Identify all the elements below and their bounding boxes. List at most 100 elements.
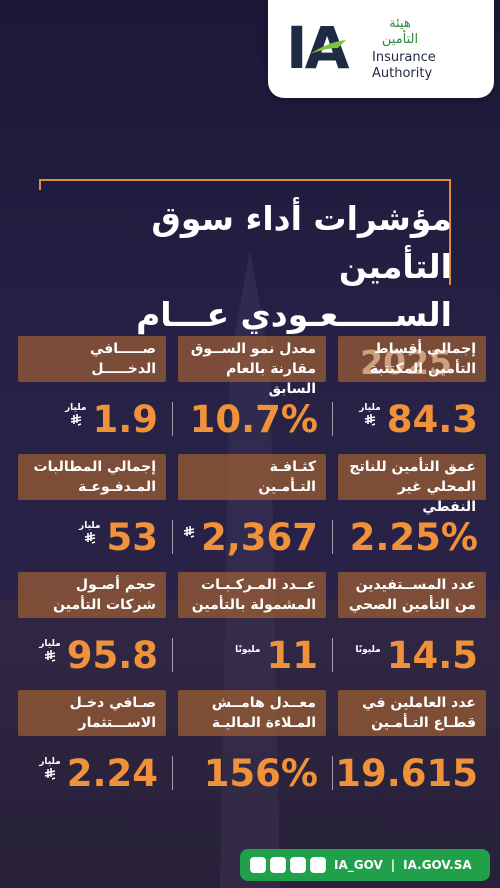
indicator-value: 1.9 مليار bbox=[18, 394, 166, 444]
indicator-value: 19.615 bbox=[335, 748, 486, 798]
label-line: المشمولة بالتأمين bbox=[191, 597, 316, 613]
value: 2,367 bbox=[200, 515, 318, 559]
unit: مليار bbox=[39, 638, 61, 662]
footer-site[interactable]: IA.GOV.SA bbox=[403, 858, 472, 872]
unit-text: مليار bbox=[359, 402, 381, 413]
value: 84.3 bbox=[386, 397, 478, 441]
youtube-icon[interactable] bbox=[250, 857, 266, 873]
indicator-value: 95.8 مليار bbox=[18, 630, 166, 680]
label-line: الدخـــــل bbox=[91, 361, 156, 377]
divider bbox=[332, 638, 333, 672]
indicator-label: عدد المســتفيدين من التأمين الصحي bbox=[338, 572, 486, 618]
divider bbox=[172, 520, 173, 554]
label-line: إجمالي المطالبات bbox=[33, 459, 156, 475]
unit: مليونًا bbox=[355, 645, 380, 655]
unit-text: مليار bbox=[64, 402, 87, 413]
logo-arabic-line: هيئة bbox=[389, 16, 411, 31]
label-line: المحلي غير النفطي bbox=[397, 479, 476, 515]
indicator-value: 156% bbox=[178, 748, 326, 798]
riyal-symbol bbox=[183, 526, 195, 538]
value: 53 bbox=[106, 515, 159, 559]
riyal-symbol bbox=[364, 413, 376, 426]
label-line: مقارنة بالعام السابق bbox=[226, 361, 316, 397]
value: 11 bbox=[266, 633, 319, 677]
divider bbox=[172, 756, 173, 790]
indicator-label: صـافي دخـل الاســـتثمار bbox=[18, 690, 166, 736]
indicator-value: 2,367 bbox=[178, 512, 326, 562]
label-line: كثـافـة bbox=[269, 459, 316, 475]
unit-text: مليار bbox=[79, 520, 101, 531]
indicator-label: إجمالي أقساط التأمين المكتتبة bbox=[338, 336, 486, 382]
unit: مليار bbox=[65, 403, 86, 426]
indicator-value: 53 مليار bbox=[18, 512, 166, 562]
unit-text: مليار bbox=[39, 638, 61, 649]
indicator-value: 2.24 مليار bbox=[18, 748, 166, 798]
separator: | bbox=[390, 858, 396, 872]
x-icon[interactable] bbox=[290, 857, 306, 873]
unit: مليونًا bbox=[235, 645, 260, 655]
label-line: صـافي دخـل bbox=[69, 695, 156, 711]
indicator-label: كثـافـة التـأمـين bbox=[178, 454, 326, 500]
footer-handle[interactable]: IA_GOV bbox=[334, 858, 383, 872]
logo-arabic: هيئة التأمين bbox=[372, 16, 428, 48]
divider bbox=[172, 402, 173, 436]
label-line: من التأمين الصحي bbox=[348, 597, 476, 613]
value: 1.9 bbox=[92, 397, 158, 441]
label-line: التـأمـين bbox=[258, 479, 316, 495]
indicator-value: 84.3 مليار bbox=[338, 394, 486, 444]
label-line: حجم أصـول bbox=[75, 577, 156, 593]
indicator-value: 10.7% bbox=[178, 394, 326, 444]
label-line: إجمالي أقساط bbox=[374, 341, 476, 357]
divider bbox=[332, 756, 333, 790]
value: 19.615 bbox=[335, 751, 478, 795]
label-line: عدد المســتفيدين bbox=[355, 577, 476, 593]
indicator-label: معــدل هامــش المـلاءة الماليـة bbox=[178, 690, 326, 736]
logo-swoosh bbox=[310, 40, 346, 54]
unit: مليار bbox=[79, 520, 101, 544]
divider bbox=[172, 638, 173, 672]
indicator-value: 14.5 مليونًا bbox=[338, 630, 486, 680]
label-line: معــدل هامــش bbox=[211, 695, 316, 711]
divider bbox=[332, 402, 333, 436]
label-line: التأمين المكتتبة bbox=[369, 361, 476, 377]
indicator-value: 2.25% bbox=[338, 512, 486, 562]
riyal-symbol bbox=[70, 413, 81, 426]
riyal-symbol bbox=[44, 767, 56, 780]
logo-english-line: Authority bbox=[372, 66, 433, 81]
logo-arabic-line: التأمين bbox=[381, 32, 419, 47]
label-line: معدل نمو الســوق bbox=[190, 341, 316, 357]
value: 95.8 bbox=[66, 633, 158, 677]
footer: IA_GOV | IA.GOV.SA bbox=[240, 849, 490, 881]
indicator-label: معدل نمو الســوق مقارنة بالعام السابق bbox=[178, 336, 326, 397]
logo-english: Insurance Authority bbox=[372, 50, 436, 82]
label-line: الاســـتثمار bbox=[78, 715, 156, 731]
label-line: المـدفـوعـة bbox=[78, 479, 156, 495]
unit: مليار bbox=[39, 756, 61, 780]
unit-text: مليار bbox=[39, 756, 61, 767]
indicator-label: عدد العاملين في قطـاع التـأمـين bbox=[338, 690, 486, 736]
instagram-icon[interactable] bbox=[270, 857, 286, 873]
label-line: عــدد المـركـبـات bbox=[201, 577, 316, 593]
label-line: عدد العاملين في bbox=[362, 695, 476, 711]
label-line: صـــــافي bbox=[89, 341, 156, 357]
value: 2.24 bbox=[66, 751, 158, 795]
riyal-symbol bbox=[84, 531, 96, 544]
label-line: المـلاءة الماليـة bbox=[211, 715, 316, 731]
indicator-label: صـــــافي الدخـــــل bbox=[18, 336, 166, 382]
value: 2.25% bbox=[349, 515, 478, 559]
riyal-symbol bbox=[44, 649, 56, 662]
unit bbox=[183, 526, 195, 538]
linkedin-icon[interactable] bbox=[310, 857, 326, 873]
divider bbox=[332, 520, 333, 554]
logo-english-line: Insurance bbox=[372, 50, 436, 65]
label-line: عمق التأمين للناتج bbox=[349, 459, 476, 475]
unit-text: مليونًا bbox=[235, 645, 261, 655]
value: 10.7% bbox=[189, 397, 318, 441]
title: مؤشرات أداء سوق التأمين الســـــعـودي عـ… bbox=[52, 195, 452, 387]
indicator-label: عمق التأمين للناتج المحلي غير النفطي bbox=[338, 454, 486, 515]
indicator-label: إجمالي المطالبات المـدفـوعـة bbox=[18, 454, 166, 500]
indicator-label: عــدد المـركـبـات المشمولة بالتأمين bbox=[178, 572, 326, 618]
logo-mark: IA bbox=[286, 14, 349, 82]
unit-text: مليونًا bbox=[355, 645, 381, 655]
